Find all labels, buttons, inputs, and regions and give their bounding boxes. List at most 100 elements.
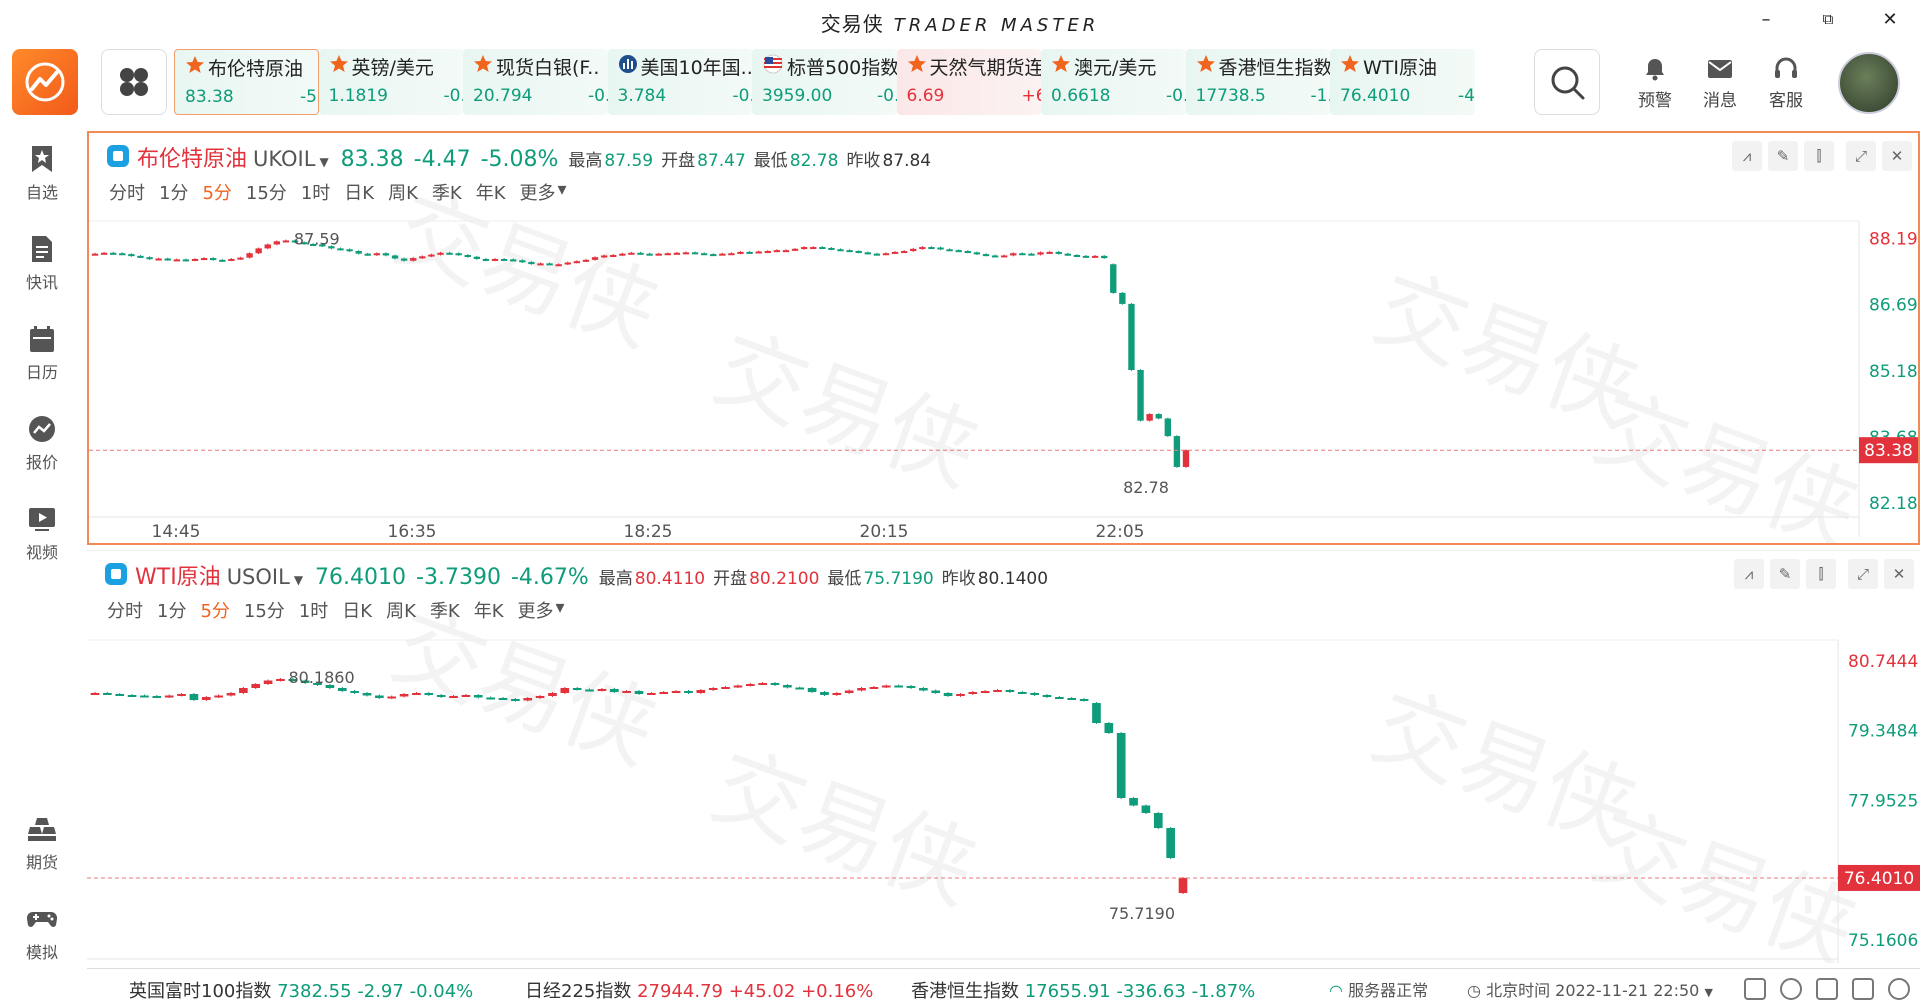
- chevron-down-icon[interactable]: ▾: [555, 597, 565, 618]
- timeframe-tab[interactable]: 分时: [107, 601, 143, 622]
- sidebar-item-simulate[interactable]: 模拟: [0, 904, 84, 963]
- chevron-down-icon[interactable]: ▾: [557, 179, 567, 200]
- ticker-item[interactable]: 美国10年国.. 3.784 -0.: [607, 49, 752, 115]
- restore-button[interactable]: ⧉: [1822, 10, 1834, 28]
- server-status-label: 服务器正常: [1348, 981, 1429, 1000]
- settings-icon[interactable]: [1888, 978, 1910, 1000]
- close-panel-icon[interactable]: ✕: [1882, 141, 1912, 171]
- candle-body: [164, 258, 171, 261]
- symbol-code[interactable]: USOIL: [226, 565, 290, 589]
- candle: [719, 252, 726, 256]
- timeframe-tab[interactable]: 日K: [342, 601, 373, 622]
- symbol-code[interactable]: UKOIL: [253, 147, 316, 171]
- symbol-name[interactable]: 布伦特原油: [137, 147, 248, 172]
- chevron-down-icon[interactable]: ▼: [293, 573, 304, 587]
- ticker-item[interactable]: WTI原油 76.4010 -4.67%: [1330, 49, 1475, 115]
- ticker-item[interactable]: 澳元/美元 0.6618 -0.: [1041, 49, 1186, 115]
- bar-chart-icon: [618, 54, 638, 79]
- expand-icon[interactable]: ⤢: [1848, 559, 1878, 589]
- index-hangseng[interactable]: 香港恒生指数 17655.91 -336.63 -1.87%: [911, 977, 1255, 1003]
- candle: [982, 253, 990, 257]
- timeframe-tab[interactable]: 1时: [298, 601, 329, 622]
- apps-menu-button[interactable]: [101, 49, 167, 115]
- timeframe-tab[interactable]: 1分: [157, 601, 187, 622]
- candle: [140, 694, 149, 698]
- expand-icon[interactable]: ⤢: [1846, 141, 1876, 171]
- timeframe-tab[interactable]: 季K: [429, 601, 460, 622]
- layout-icon[interactable]: [1744, 978, 1766, 1000]
- candle: [634, 690, 644, 695]
- sidebar-item-video[interactable]: 视频: [0, 504, 84, 563]
- sidebar-item-futures[interactable]: 期货: [0, 814, 84, 873]
- sidebar-item-quotes[interactable]: 报价: [0, 414, 84, 473]
- ticker-item[interactable]: 天然气期货连 6.69 +6.: [896, 49, 1041, 115]
- candle: [691, 251, 699, 255]
- messages-button[interactable]: 消息: [1692, 56, 1748, 111]
- candle-body: [355, 251, 362, 254]
- chevron-down-icon[interactable]: ▼: [1704, 986, 1713, 999]
- timeframe-tab[interactable]: 15分: [245, 183, 287, 204]
- app-logo[interactable]: [12, 49, 78, 115]
- timeframe-tab[interactable]: 日K: [344, 183, 375, 204]
- candle-body: [891, 251, 899, 254]
- candlestick-chart-brent[interactable]: 交易侠交易侠交易侠交易侠88.1986.6985.1883.6882.1814:…: [89, 133, 1918, 543]
- indicator-icon[interactable]: ⩘: [1734, 559, 1764, 589]
- timeframe-tab[interactable]: 1分: [159, 183, 189, 204]
- alerts-button[interactable]: 预警: [1627, 56, 1683, 111]
- timeframe-tab[interactable]: 年K: [473, 601, 504, 622]
- candle-body: [671, 691, 681, 693]
- candle-body: [1155, 414, 1162, 419]
- candle-body: [864, 252, 871, 255]
- ticker-item[interactable]: 标普500指数 3959.00 -0.: [752, 49, 897, 115]
- draw-pen-icon[interactable]: ✎: [1768, 141, 1798, 171]
- timeframe-tab[interactable]: 5分: [200, 601, 230, 622]
- support-button[interactable]: 客服: [1758, 56, 1814, 111]
- close-button[interactable]: ✕: [1882, 8, 1898, 30]
- timeframe-tab[interactable]: 年K: [475, 183, 506, 204]
- candle-body: [910, 248, 917, 252]
- candlestick-chart-wti[interactable]: 交易侠交易侠交易侠交易侠80.744479.348477.952576.4010…: [87, 551, 1920, 963]
- chevron-down-icon[interactable]: ▼: [319, 155, 329, 169]
- ticker-item[interactable]: 现货白银(F.. 20.794 -0.: [463, 49, 608, 115]
- timeframe-tab[interactable]: 1时: [300, 183, 331, 204]
- candle: [564, 261, 571, 266]
- close-panel-icon[interactable]: ✕: [1884, 559, 1914, 589]
- search-button[interactable]: [1534, 49, 1600, 115]
- candle-type-icon[interactable]: ⫿: [1804, 141, 1834, 171]
- candle-body: [946, 249, 953, 252]
- sidebar-item-calendar[interactable]: 日历: [0, 324, 84, 383]
- symbol-name[interactable]: WTI原油: [135, 565, 221, 590]
- timeframe-tab[interactable]: 15分: [243, 601, 285, 622]
- ticker-item[interactable]: 香港恒生指数 17738.5 -1.: [1185, 49, 1330, 115]
- minimize-button[interactable]: –: [1761, 8, 1771, 30]
- screenshot-icon[interactable]: [1852, 978, 1874, 1000]
- ticker-item[interactable]: 英镑/美元 1.1819 -0.: [318, 49, 464, 115]
- candle-body: [1164, 418, 1171, 437]
- timeframe-tab[interactable]: 更多: [519, 183, 556, 204]
- candle-body: [455, 253, 462, 256]
- candle-body: [1010, 253, 1017, 256]
- attach-icon[interactable]: [1780, 978, 1802, 1000]
- sidebar-item-news[interactable]: 快讯: [0, 234, 84, 293]
- index-ftse[interactable]: 英国富时100指数 7382.55 -2.97 -0.04%: [129, 977, 473, 1003]
- download-icon[interactable]: [1816, 978, 1838, 1000]
- user-avatar[interactable]: [1838, 52, 1900, 114]
- index-nikkei[interactable]: 日经225指数 27944.79 +45.02 +0.16%: [525, 977, 873, 1003]
- indicator-icon[interactable]: ⩘: [1732, 141, 1762, 171]
- ticker-change: -0.: [443, 86, 464, 106]
- candle-body: [900, 251, 908, 254]
- timeframe-tab[interactable]: 周K: [386, 601, 416, 622]
- timeframe-tab[interactable]: 更多: [517, 601, 554, 622]
- candle-body: [110, 252, 117, 255]
- timeframe-tab[interactable]: 分时: [109, 183, 145, 204]
- draw-pen-icon[interactable]: ✎: [1770, 559, 1800, 589]
- index-pct: -1.87%: [1191, 981, 1256, 1002]
- candle-type-icon[interactable]: ⫿: [1806, 559, 1836, 589]
- timeframe-tab[interactable]: 5分: [202, 183, 232, 204]
- ticker-change: -0.: [877, 86, 897, 106]
- clock[interactable]: ◷ 北京时间 2022-11-21 22:50 ▼: [1467, 977, 1713, 1001]
- ticker-item[interactable]: 布伦特原油 83.38 -5.: [174, 49, 319, 115]
- timeframe-tab[interactable]: 季K: [431, 183, 462, 204]
- timeframe-tab[interactable]: 周K: [388, 183, 418, 204]
- sidebar-item-watchlist[interactable]: 自选: [0, 144, 84, 203]
